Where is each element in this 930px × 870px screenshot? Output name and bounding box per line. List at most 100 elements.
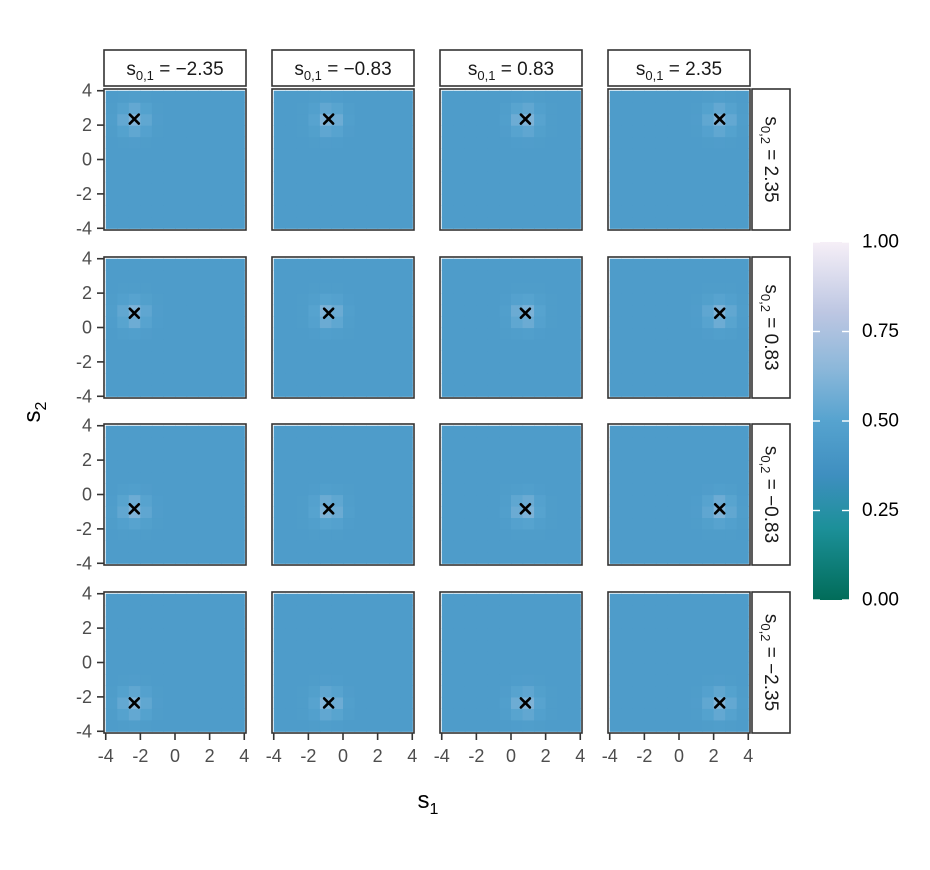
heatmap-tile (453, 551, 466, 564)
heatmap-tile (441, 159, 454, 172)
heatmap-tile (389, 159, 402, 172)
heatmap-tile (632, 327, 645, 340)
heatmap-tile (151, 528, 165, 541)
heatmap-tile (568, 448, 581, 461)
heatmap-tile (621, 494, 634, 507)
heatmap-tile (632, 460, 645, 473)
heatmap-tile (690, 113, 703, 126)
heatmap-tile (308, 540, 321, 553)
heatmap-tile (713, 304, 726, 317)
heatmap-tile (667, 90, 680, 103)
heatmap-tile (308, 437, 321, 450)
panel-border (271, 256, 415, 399)
heatmap-tile (296, 540, 309, 553)
heatmap-tile (296, 616, 309, 629)
heatmap-tile (476, 517, 489, 530)
heatmap-tile (667, 616, 680, 629)
facet-panel (439, 256, 583, 399)
heatmap-tile (736, 113, 749, 126)
heatmap-tile (464, 136, 477, 149)
column-strip: s0,1 = 2.35 (607, 49, 751, 87)
heatmap-tile (331, 338, 344, 352)
cross-marker (713, 502, 726, 515)
heatmap-tile (690, 338, 703, 352)
heatmap-tile (453, 327, 466, 340)
heatmap-tile (725, 540, 738, 553)
heatmap-tile (319, 528, 333, 541)
heatmap-tile (476, 551, 489, 564)
heatmap-tile (343, 505, 356, 519)
heatmap-tile (702, 551, 715, 564)
heatmap-tile (522, 593, 535, 606)
heatmap-tile (499, 373, 512, 386)
heatmap-tile (186, 170, 199, 184)
heatmap-tile (296, 182, 309, 195)
heatmap-tile (534, 361, 547, 374)
heatmap-tile (453, 361, 466, 374)
heatmap-tile (441, 505, 454, 519)
heatmap-tile (621, 505, 634, 519)
heatmap-tile (736, 494, 749, 507)
heatmap-tile (487, 593, 501, 606)
heatmap-tile (221, 159, 234, 172)
heatmap-tile (186, 662, 199, 675)
heatmap-tile (644, 540, 657, 553)
heatmap-tile (343, 551, 356, 564)
heatmap-tile (534, 616, 547, 629)
heatmap-tile (221, 662, 234, 675)
heatmap-tile (621, 605, 634, 618)
heatmap-tile (702, 483, 715, 496)
heatmap-tile (453, 673, 466, 687)
heatmap-tile (667, 696, 680, 709)
heatmap-tile (186, 696, 199, 709)
heatmap-tile (609, 281, 622, 294)
heatmap-tile (175, 471, 188, 484)
heatmap-tile (221, 651, 234, 664)
heatmap-tile (128, 384, 141, 397)
heatmap-tile (679, 593, 692, 606)
heatmap-tile (511, 616, 524, 629)
heatmap-tile (343, 270, 356, 283)
heatmap-tile (140, 205, 153, 218)
heatmap-tile (679, 708, 692, 721)
heatmap-tile (186, 505, 199, 519)
heatmap-tile (667, 651, 680, 664)
heatmap-tile (273, 361, 286, 374)
heatmap-tile (621, 528, 634, 541)
heatmap-tile (522, 517, 535, 530)
heatmap-tile (163, 148, 176, 161)
heatmap-tile (441, 437, 454, 450)
heatmap-tile (499, 338, 512, 352)
heatmap-tile (499, 90, 512, 103)
heatmap-tile (105, 90, 118, 103)
heatmap-tile (308, 102, 321, 115)
heatmap-tile (476, 113, 489, 126)
heatmap-tile (679, 148, 692, 161)
heatmap-tile (690, 448, 703, 461)
heatmap-tile (655, 90, 669, 103)
heatmap-tile (522, 350, 535, 363)
heatmap-tile (736, 708, 749, 721)
heatmap-tile (198, 628, 211, 641)
heatmap-tile (354, 651, 367, 664)
heatmap-tile (209, 159, 222, 172)
heatmap-tile (163, 517, 176, 530)
heatmap-tile (725, 616, 738, 629)
heatmap-tile (534, 293, 547, 306)
heatmap-tile (632, 494, 645, 507)
heatmap-tile (273, 517, 286, 530)
heatmap-tile (128, 628, 141, 641)
heatmap-tile (209, 448, 222, 461)
heatmap-tile (221, 448, 234, 461)
heatmap-tile (464, 719, 477, 732)
heatmap-tile (464, 304, 477, 317)
heatmap-tile (655, 628, 669, 641)
heatmap-tile (285, 673, 298, 687)
heatmap-tile (487, 628, 501, 641)
row-strip: s0,2 = 2.35 (751, 88, 791, 231)
heatmap-tile (331, 216, 344, 229)
heatmap-tile (545, 673, 558, 687)
heatmap-tile (499, 593, 512, 606)
heatmap-tile (545, 361, 558, 374)
heatmap-tile (453, 350, 466, 363)
